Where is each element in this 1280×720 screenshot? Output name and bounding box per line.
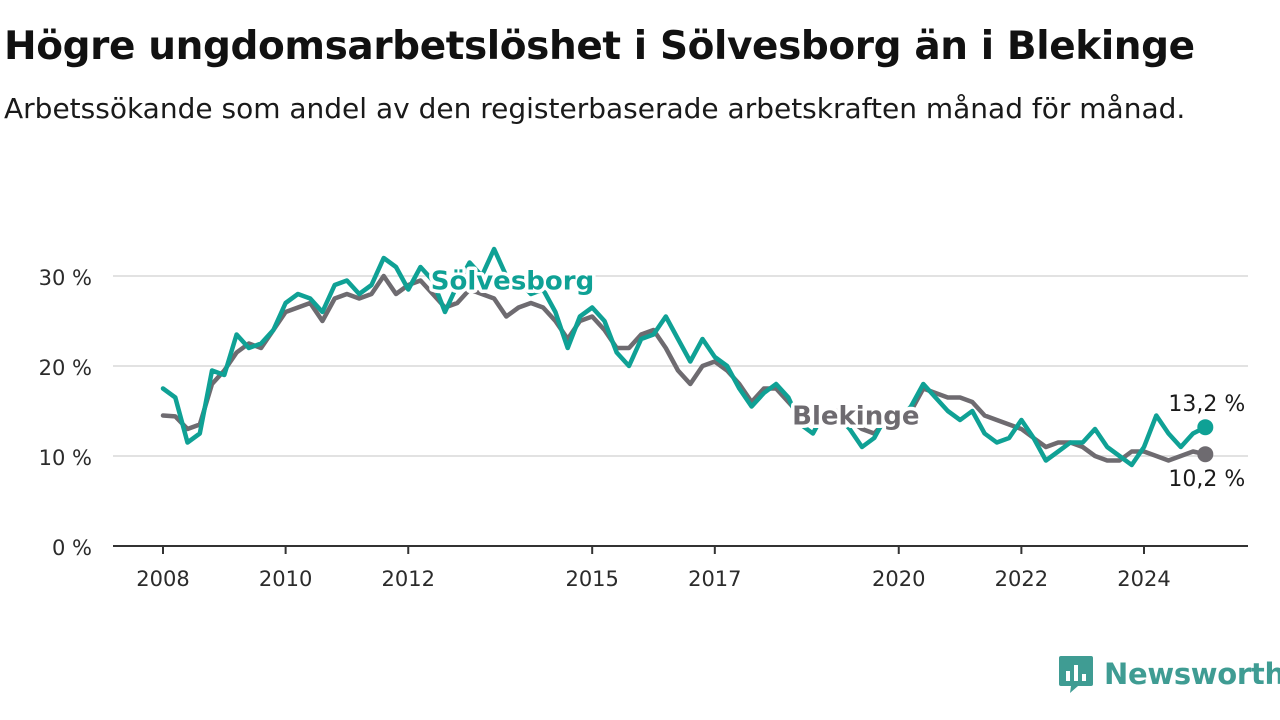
y-axis: 0 % 10 % 20 % 30 % (39, 266, 92, 560)
y-tick-label: 10 % (39, 446, 92, 470)
series-labels: Blekinge Sölvesborg 13,2 % 10,2 % (427, 263, 1248, 495)
series-line-blekinge (160, 273, 1208, 463)
x-tick-label: 2022 (995, 567, 1048, 591)
series-lines (160, 246, 1214, 468)
series-line-sölvesborg (160, 246, 1208, 468)
chart-title: Högre ungdomsarbetslöshet i Sölvesborg ä… (4, 24, 1195, 69)
x-tick-label: 2017 (688, 567, 741, 591)
series-label-blekinge: Blekinge (792, 402, 919, 432)
end-point-sölvesborg (1197, 419, 1214, 436)
chart-subtitle: Arbetssökande som andel av den registerb… (4, 92, 1186, 125)
brand-name: Newsworthy (1104, 657, 1280, 691)
x-tick-label: 2015 (565, 567, 618, 591)
grid-lines (113, 275, 1248, 457)
y-tick-label: 20 % (39, 356, 92, 380)
y-tick-label: 30 % (39, 266, 92, 290)
end-value-label-blekinge: 10,2 % (1168, 467, 1245, 492)
x-axis: 2008 2010 2012 2015 2017 2020 2022 2024 (113, 545, 1248, 591)
end-point-blekinge (1197, 446, 1214, 463)
x-tick-label: 2020 (872, 567, 925, 591)
x-tick-label: 2024 (1117, 567, 1170, 591)
end-value-label-sölvesborg: 13,2 % (1168, 392, 1245, 417)
x-tick-label: 2010 (259, 567, 312, 591)
series-label-sölvesborg: Sölvesborg (431, 267, 594, 297)
y-tick-label: 0 % (52, 536, 92, 560)
newsworthy-logo-icon (1059, 656, 1093, 693)
newsworthy-brand: Newsworthy (1058, 652, 1280, 696)
x-tick-label: 2012 (382, 567, 435, 591)
x-tick-label: 2008 (136, 567, 189, 591)
